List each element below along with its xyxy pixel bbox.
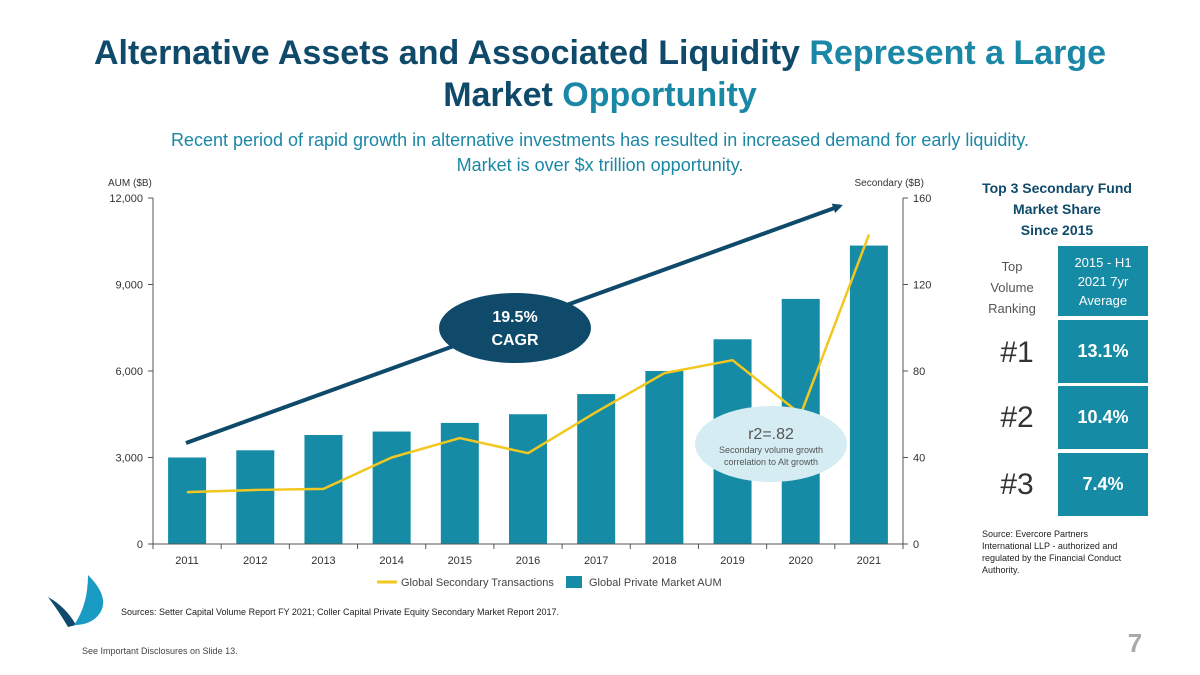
share-header-line-3: Average bbox=[1078, 292, 1128, 308]
share-value-2: 10.4% bbox=[1058, 386, 1148, 449]
line-point-2012 bbox=[254, 489, 256, 491]
side-source-line-4: Authority. bbox=[982, 565, 1020, 575]
left-axis-title: AUM ($B) bbox=[108, 178, 152, 189]
cagr-value: 19.5% bbox=[492, 309, 537, 326]
subtitle: Recent period of rapid growth in alterna… bbox=[0, 128, 1200, 178]
combo-chart: 0 3,000 6,000 9,000 12,000 0 40 80 120 160 2011 201… bbox=[108, 178, 931, 589]
side-source-line-1: Source: Evercore Partners bbox=[982, 529, 1089, 539]
side-panel-title: Top 3 Secondary Fund Market Share Since … bbox=[972, 178, 1142, 241]
line-point-2018 bbox=[663, 372, 665, 374]
line-point-2014 bbox=[391, 457, 393, 458]
legend: Global Secondary Transactions Global Priv… bbox=[377, 576, 722, 589]
legend-bar-label: Global Private Market AUM bbox=[589, 577, 722, 589]
share-value-1: 13.1% bbox=[1058, 320, 1148, 383]
subtitle-line-2: Market is over $x trillion opportunity. bbox=[456, 155, 744, 175]
left-tick-label: 9,000 bbox=[115, 280, 143, 292]
line-point-2017 bbox=[595, 411, 597, 413]
title-part-3: Market bbox=[443, 76, 563, 114]
line-point-2013 bbox=[322, 488, 324, 490]
line-point-2021 bbox=[868, 234, 870, 236]
x-tick-label: 2019 bbox=[720, 555, 744, 567]
annotation-layer: 19.5% CAGR r2=.82 Secondary volume growth co… bbox=[185, 203, 847, 482]
share-header-line-2: 2021 7yr bbox=[1077, 273, 1129, 289]
title-line-1: Alternative Assets and Associated Liquid… bbox=[0, 32, 1200, 74]
side-source-line-3: regulated by the Financial Conduct bbox=[982, 553, 1122, 563]
share-value-3: 7.4% bbox=[1058, 453, 1148, 516]
x-tick-label: 2018 bbox=[652, 555, 676, 567]
disclosure-note: See Important Disclosures on Slide 13. bbox=[82, 646, 238, 656]
side-title-line-3: Since 2015 bbox=[1020, 222, 1094, 238]
r2-line-1: Secondary volume growth bbox=[719, 445, 823, 455]
page-title: Alternative Assets and Associated Liquid… bbox=[0, 32, 1200, 116]
left-tick-label: 6,000 bbox=[115, 366, 143, 378]
title-part-1: Alternative Assets and Associated Liquid… bbox=[93, 34, 810, 72]
x-tick-label: 2012 bbox=[243, 555, 267, 567]
rank-label-3: #3 bbox=[1000, 468, 1034, 501]
x-tick-label: 2011 bbox=[175, 555, 199, 567]
bar-2015 bbox=[440, 422, 479, 544]
cagr-label: CAGR bbox=[491, 332, 539, 349]
bar-2011 bbox=[168, 457, 207, 544]
x-tick-label: 2015 bbox=[448, 555, 472, 567]
x-tick-label: 2016 bbox=[516, 555, 540, 567]
left-tick-label: 12,000 bbox=[109, 193, 143, 205]
line-point-2015 bbox=[459, 437, 461, 439]
bar-2016 bbox=[509, 414, 547, 544]
legend-bar-swatch bbox=[566, 576, 582, 588]
share-column-header: 2015 - H1 2021 7yr Average bbox=[1058, 246, 1148, 316]
right-tick-label: 120 bbox=[913, 280, 931, 292]
x-tick-label: 2020 bbox=[788, 555, 812, 567]
rank-label-1: #1 bbox=[1000, 336, 1034, 369]
title-part-4: Opportunity bbox=[562, 76, 757, 114]
line-point-2016 bbox=[527, 452, 529, 454]
subtitle-line-1: Recent period of rapid growth in alterna… bbox=[170, 130, 1030, 150]
line-point-2011 bbox=[186, 491, 188, 493]
rank-header-line-2: Volume bbox=[990, 280, 1034, 295]
bar-2012 bbox=[236, 450, 275, 544]
line-point-2019 bbox=[732, 359, 734, 361]
logo-shape-dark bbox=[48, 597, 76, 627]
bar-2014 bbox=[372, 431, 411, 544]
side-title-line-2: Market Share bbox=[1013, 201, 1101, 217]
company-logo bbox=[48, 575, 104, 627]
right-tick-label: 160 bbox=[913, 193, 931, 205]
share-header-line-1: 2015 - H1 bbox=[1074, 254, 1132, 270]
left-tick-label: 3,000 bbox=[115, 453, 143, 465]
x-tick-label: 2013 bbox=[311, 555, 335, 567]
rank-header-line-3: Ranking bbox=[988, 301, 1036, 316]
x-tick-label: 2017 bbox=[584, 555, 608, 567]
left-tick-label: 0 bbox=[137, 539, 143, 551]
side-title-line-1: Top 3 Secondary Fund bbox=[982, 180, 1132, 196]
rank-header-line-1: Top bbox=[1001, 259, 1023, 274]
bar-2018 bbox=[645, 371, 684, 544]
rank-column-header: Top Volume Ranking bbox=[972, 256, 1052, 319]
bar-2021 bbox=[849, 245, 888, 544]
axes-layer: 0 3,000 6,000 9,000 12,000 0 40 80 120 160 2011 201… bbox=[108, 178, 931, 567]
bars-layer bbox=[168, 245, 888, 544]
title-line-2: Market Opportunity bbox=[0, 74, 1200, 116]
right-tick-label: 40 bbox=[913, 453, 925, 465]
x-tick-label: 2021 bbox=[857, 555, 881, 567]
x-tick-label: 2014 bbox=[379, 555, 403, 567]
cagr-bubble bbox=[439, 293, 591, 363]
chart-sources: Sources: Setter Capital Volume Report FY… bbox=[121, 607, 560, 617]
right-tick-label: 0 bbox=[913, 539, 919, 551]
bar-2017 bbox=[577, 394, 616, 544]
side-source-line-2: International LLP - authorized and bbox=[982, 541, 1118, 551]
r2-title: r2=.82 bbox=[748, 426, 794, 443]
page-number: 7 bbox=[1127, 628, 1143, 658]
right-axis-title: Secondary ($B) bbox=[855, 178, 924, 189]
title-part-2: Represent a Large bbox=[809, 34, 1107, 72]
right-tick-label: 80 bbox=[913, 366, 925, 378]
side-source-note: Source: Evercore Partners International … bbox=[982, 528, 1152, 576]
r2-bubble bbox=[695, 406, 847, 482]
r2-line-2: correlation to Alt growth bbox=[724, 457, 818, 467]
rank-label-2: #2 bbox=[1000, 401, 1034, 434]
legend-line-label: Global Secondary Transactions bbox=[401, 577, 554, 589]
logo-shape-light bbox=[74, 575, 104, 625]
